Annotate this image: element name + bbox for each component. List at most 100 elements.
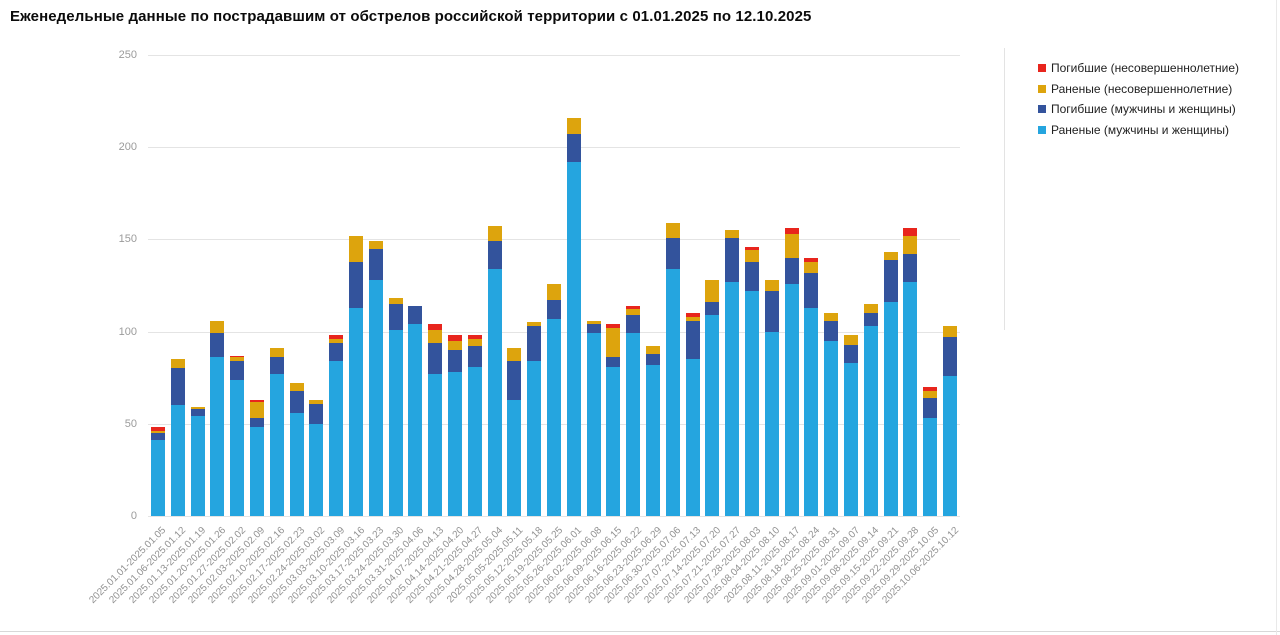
bar-segment-wounded_adults[interactable] [447, 372, 462, 516]
bar-segment-wounded_adults[interactable] [368, 279, 383, 516]
bar-segment-deaths_adults[interactable] [764, 291, 779, 332]
bar-segment-deaths_adults[interactable] [329, 342, 344, 362]
bar-segment-wounded_minors[interactable] [784, 233, 799, 258]
bar-segment-wounded_minors[interactable] [764, 279, 779, 292]
bar-segment-deaths_adults[interactable] [804, 272, 819, 308]
bar-segment-wounded_adults[interactable] [249, 427, 264, 516]
bar-segment-deaths_adults[interactable] [447, 350, 462, 373]
bar-segment-wounded_minors[interactable] [685, 316, 700, 321]
bar-segment-wounded_minors[interactable] [804, 261, 819, 273]
bar-segment-wounded_adults[interactable] [665, 268, 680, 516]
bar-segment-deaths_minors[interactable] [903, 228, 918, 236]
bar-segment-wounded_minors[interactable] [923, 390, 938, 398]
bar-segment-deaths_adults[interactable] [943, 337, 958, 376]
bar-segment-wounded_adults[interactable] [804, 307, 819, 516]
bar-segment-wounded_minors[interactable] [368, 241, 383, 249]
bar-segment-deaths_adults[interactable] [665, 237, 680, 269]
bar-segment-wounded_minors[interactable] [190, 407, 205, 410]
bar-segment-wounded_minors[interactable] [903, 235, 918, 255]
bar-segment-deaths_adults[interactable] [626, 315, 641, 334]
bar-segment-deaths_minors[interactable] [447, 335, 462, 341]
bar-segment-deaths_adults[interactable] [388, 303, 403, 330]
bar-segment-deaths_minors[interactable] [606, 324, 621, 328]
bar-segment-deaths_adults[interactable] [210, 333, 225, 358]
bar-segment-wounded_minors[interactable] [705, 279, 720, 303]
bar-segment-deaths_adults[interactable] [467, 346, 482, 367]
bar-segment-wounded_adults[interactable] [586, 333, 601, 516]
bar-segment-wounded_adults[interactable] [863, 326, 878, 516]
bar-segment-deaths_adults[interactable] [507, 361, 522, 400]
bar-segment-deaths_adults[interactable] [725, 237, 740, 282]
bar-segment-wounded_minors[interactable] [170, 359, 185, 369]
bar-segment-deaths_minors[interactable] [626, 305, 641, 310]
bar-segment-wounded_adults[interactable] [606, 366, 621, 516]
bar-segment-wounded_minors[interactable] [150, 431, 165, 434]
bar-segment-wounded_adults[interactable] [547, 318, 561, 516]
bar-segment-deaths_adults[interactable] [170, 368, 185, 406]
bar-segment-wounded_adults[interactable] [784, 283, 799, 516]
bar-segment-deaths_adults[interactable] [150, 433, 165, 441]
legend-item[interactable]: Погибшие (мужчины и женщины) [1038, 103, 1239, 115]
bar-segment-deaths_adults[interactable] [844, 344, 859, 363]
bar-segment-wounded_adults[interactable] [626, 333, 641, 516]
bar-segment-wounded_minors[interactable] [883, 252, 898, 260]
bar-segment-wounded_adults[interactable] [646, 364, 661, 516]
bar-segment-deaths_adults[interactable] [685, 320, 700, 360]
bar-segment-wounded_adults[interactable] [170, 405, 185, 516]
bar-segment-deaths_adults[interactable] [705, 302, 720, 315]
bar-segment-deaths_minors[interactable] [804, 257, 819, 262]
bar-segment-deaths_adults[interactable] [606, 357, 621, 367]
bar-segment-deaths_adults[interactable] [824, 320, 839, 341]
bar-segment-wounded_minors[interactable] [447, 340, 462, 351]
bar-segment-deaths_adults[interactable] [745, 261, 760, 292]
bar-segment-wounded_minors[interactable] [388, 298, 403, 304]
bar-segment-deaths_minors[interactable] [784, 228, 799, 234]
bar-segment-wounded_minors[interactable] [210, 320, 225, 334]
bar-segment-deaths_minors[interactable] [150, 427, 165, 432]
bar-segment-wounded_adults[interactable] [289, 412, 304, 516]
bar-segment-wounded_minors[interactable] [606, 327, 621, 358]
bar-segment-deaths_adults[interactable] [784, 257, 799, 284]
bar-segment-wounded_minors[interactable] [863, 303, 878, 314]
bar-segment-deaths_adults[interactable] [408, 305, 423, 325]
bar-segment-deaths_minors[interactable] [428, 324, 443, 330]
bar-segment-wounded_minors[interactable] [626, 309, 641, 315]
bar-segment-deaths_adults[interactable] [249, 418, 264, 428]
bar-segment-wounded_adults[interactable] [824, 340, 839, 516]
bar-segment-deaths_adults[interactable] [348, 261, 363, 308]
bar-segment-wounded_minors[interactable] [249, 401, 264, 419]
bar-segment-wounded_minors[interactable] [527, 322, 542, 327]
bar-segment-wounded_adults[interactable] [844, 362, 859, 516]
bar-segment-wounded_adults[interactable] [428, 374, 443, 516]
bar-segment-wounded_minors[interactable] [586, 320, 601, 325]
bar-segment-wounded_minors[interactable] [745, 250, 760, 262]
bar-segment-wounded_adults[interactable] [230, 379, 245, 516]
bar-segment-deaths_adults[interactable] [923, 397, 938, 419]
bar-segment-wounded_adults[interactable] [705, 315, 720, 516]
bar-segment-deaths_adults[interactable] [903, 254, 918, 282]
bar-segment-wounded_minors[interactable] [824, 313, 839, 321]
bar-segment-wounded_minors[interactable] [329, 338, 344, 343]
bar-segment-deaths_adults[interactable] [527, 326, 542, 362]
bar-segment-deaths_adults[interactable] [863, 313, 878, 327]
bar-segment-wounded_adults[interactable] [467, 366, 482, 516]
bar-segment-deaths_minors[interactable] [745, 246, 760, 251]
bar-segment-wounded_adults[interactable] [923, 418, 938, 516]
bar-segment-deaths_adults[interactable] [309, 403, 324, 424]
bar-segment-wounded_adults[interactable] [150, 440, 165, 516]
bar-segment-deaths_minors[interactable] [249, 399, 264, 402]
bar-segment-wounded_adults[interactable] [348, 307, 363, 516]
bar-segment-wounded_minors[interactable] [646, 346, 661, 354]
bar-segment-wounded_minors[interactable] [467, 338, 482, 347]
bar-segment-deaths_minors[interactable] [329, 335, 344, 339]
bar-segment-deaths_adults[interactable] [190, 409, 205, 417]
bar-segment-wounded_minors[interactable] [665, 222, 680, 238]
bar-segment-wounded_adults[interactable] [566, 161, 581, 516]
bar-segment-deaths_adults[interactable] [487, 241, 502, 269]
bar-segment-wounded_minors[interactable] [487, 226, 502, 242]
bar-segment-deaths_adults[interactable] [566, 134, 581, 162]
bar-segment-wounded_adults[interactable] [269, 374, 284, 516]
bar-segment-wounded_minors[interactable] [428, 329, 443, 343]
bar-segment-deaths_adults[interactable] [289, 390, 304, 413]
bar-segment-wounded_minors[interactable] [844, 335, 859, 345]
